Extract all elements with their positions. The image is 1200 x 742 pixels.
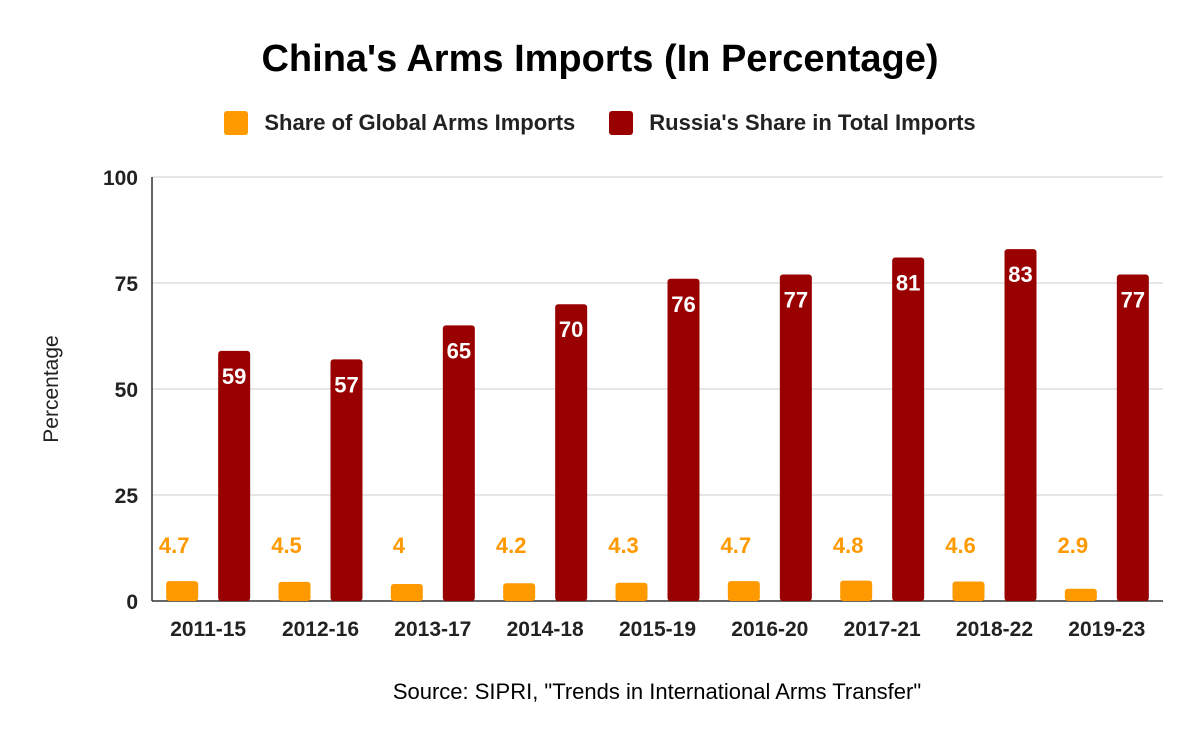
bar-global-share (727, 581, 760, 601)
data-label-russia-share: 83 (1008, 262, 1032, 287)
legend-swatch-russia-share (609, 111, 634, 135)
legend-label-global-share: Share of Global Arms Imports (264, 110, 576, 135)
bar-russia-share (779, 274, 812, 601)
data-label-global-share: 4 (393, 533, 406, 558)
bar-global-share (166, 581, 199, 601)
x-tick-label: 2013-17 (394, 618, 471, 641)
bar-global-share (278, 581, 311, 601)
data-label-russia-share: 59 (222, 364, 246, 389)
data-label-global-share: 4.8 (833, 533, 864, 558)
chart-source: Source: SIPRI, "Trends in International … (392, 679, 922, 704)
data-label-russia-share: 76 (671, 292, 695, 317)
x-tick-label: 2015-19 (619, 618, 696, 641)
x-tick-label: 2018-22 (956, 618, 1033, 641)
bar-global-share (615, 582, 648, 601)
x-tick-label: 2017-21 (844, 618, 921, 641)
y-axis-label: Percentage (40, 335, 63, 442)
x-tick-label: 2014-18 (507, 618, 584, 641)
y-tick-label: 25 (115, 485, 139, 508)
bar-global-share (840, 580, 873, 601)
x-tick-label: 2012-16 (282, 618, 359, 641)
data-label-global-share: 4.2 (496, 533, 527, 558)
legend-item-global-share: Share of Global Arms Imports (224, 110, 575, 136)
bar-global-share (390, 584, 423, 601)
data-label-global-share: 2.9 (1058, 533, 1089, 558)
x-tick-label: 2016-20 (731, 618, 808, 641)
y-tick-label: 75 (115, 273, 139, 296)
bar-global-share (952, 581, 985, 601)
data-label-global-share: 4.5 (271, 533, 302, 558)
bar-russia-share (442, 325, 475, 601)
legend-label-russia-share: Russia's Share in Total Imports (649, 110, 976, 135)
data-label-russia-share: 77 (1121, 288, 1145, 313)
data-label-russia-share: 57 (334, 372, 358, 397)
bar-russia-share (667, 278, 700, 601)
y-tick-label: 50 (115, 379, 138, 402)
bar-global-share (503, 583, 536, 601)
data-label-russia-share: 70 (559, 317, 583, 342)
chart-title: China's Arms Imports (In Percentage) (261, 38, 939, 80)
y-tick-label: 100 (103, 167, 138, 190)
data-label-russia-share: 77 (784, 288, 808, 313)
bar-russia-share (555, 304, 588, 601)
bar-russia-share (330, 359, 363, 601)
legend-swatch-global-share (224, 111, 249, 135)
chart-legend: Share of Global Arms Imports Russia's Sh… (0, 110, 1200, 136)
data-label-russia-share: 81 (896, 271, 920, 296)
x-tick-label: 2019-23 (1068, 618, 1145, 641)
data-label-global-share: 4.6 (945, 533, 976, 558)
y-tick-label: 0 (126, 591, 138, 614)
x-tick-label: 2011-15 (170, 618, 246, 641)
bar-russia-share (1116, 274, 1149, 601)
data-label-global-share: 4.7 (159, 533, 190, 558)
data-label-global-share: 4.7 (721, 533, 752, 558)
bar-global-share (1064, 588, 1097, 601)
bar-russia-share (892, 257, 925, 601)
data-label-global-share: 4.3 (608, 533, 639, 558)
bar-russia-share (218, 350, 251, 601)
legend-item-russia-share: Russia's Share in Total Imports (609, 110, 976, 136)
bar-russia-share (1004, 249, 1037, 601)
data-label-russia-share: 65 (447, 338, 471, 363)
